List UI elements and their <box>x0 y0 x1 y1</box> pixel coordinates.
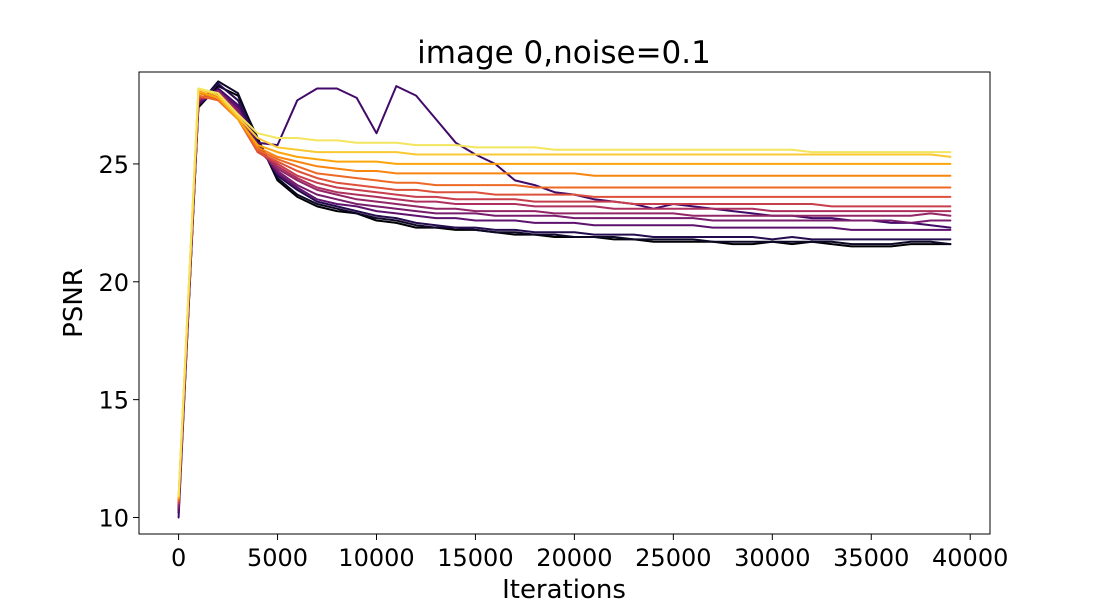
x-axis: 0 5000 10000 15000 20000 25000 30000 35000 40000 <box>171 534 1008 572</box>
y-tick-label: 10 <box>98 505 129 533</box>
y-tick-label: 20 <box>98 269 129 297</box>
series-line-13 <box>177 89 952 500</box>
series-line-7 <box>177 89 952 507</box>
series-line-6 <box>177 92 952 510</box>
chart-title: image 0,noise=0.1 <box>417 35 711 71</box>
x-tick-label: 30000 <box>734 544 810 572</box>
x-tick-label: 5000 <box>247 544 308 572</box>
series-line-9 <box>177 96 952 505</box>
y-tick-label: 25 <box>98 151 129 179</box>
series-line-4 <box>177 85 952 519</box>
series-line-15 <box>177 87 952 498</box>
x-tick-label: 40000 <box>932 544 1008 572</box>
y-axis-title: PSNR <box>59 268 89 338</box>
plot-frame <box>138 71 991 535</box>
x-tick-label: 35000 <box>833 544 909 572</box>
x-tick-label: 10000 <box>338 544 414 572</box>
x-axis-title: Iterations <box>502 575 626 600</box>
series-line-12 <box>177 92 952 500</box>
series-line-8 <box>177 94 952 505</box>
series-line-3 <box>177 82 952 510</box>
series-layer <box>177 80 952 519</box>
x-tick-label: 25000 <box>635 544 711 572</box>
y-tick-label: 15 <box>98 387 129 415</box>
series-line-10 <box>177 94 952 502</box>
x-tick-label: 20000 <box>536 544 612 572</box>
series-line-14 <box>177 87 952 498</box>
x-tick-label: 0 <box>171 544 186 572</box>
series-line-2 <box>177 80 952 512</box>
series-line-1 <box>177 85 952 514</box>
series-line-5 <box>177 89 952 512</box>
x-tick-label: 15000 <box>437 544 513 572</box>
y-axis: 10 15 20 25 <box>98 151 139 533</box>
series-line-11 <box>177 94 952 502</box>
